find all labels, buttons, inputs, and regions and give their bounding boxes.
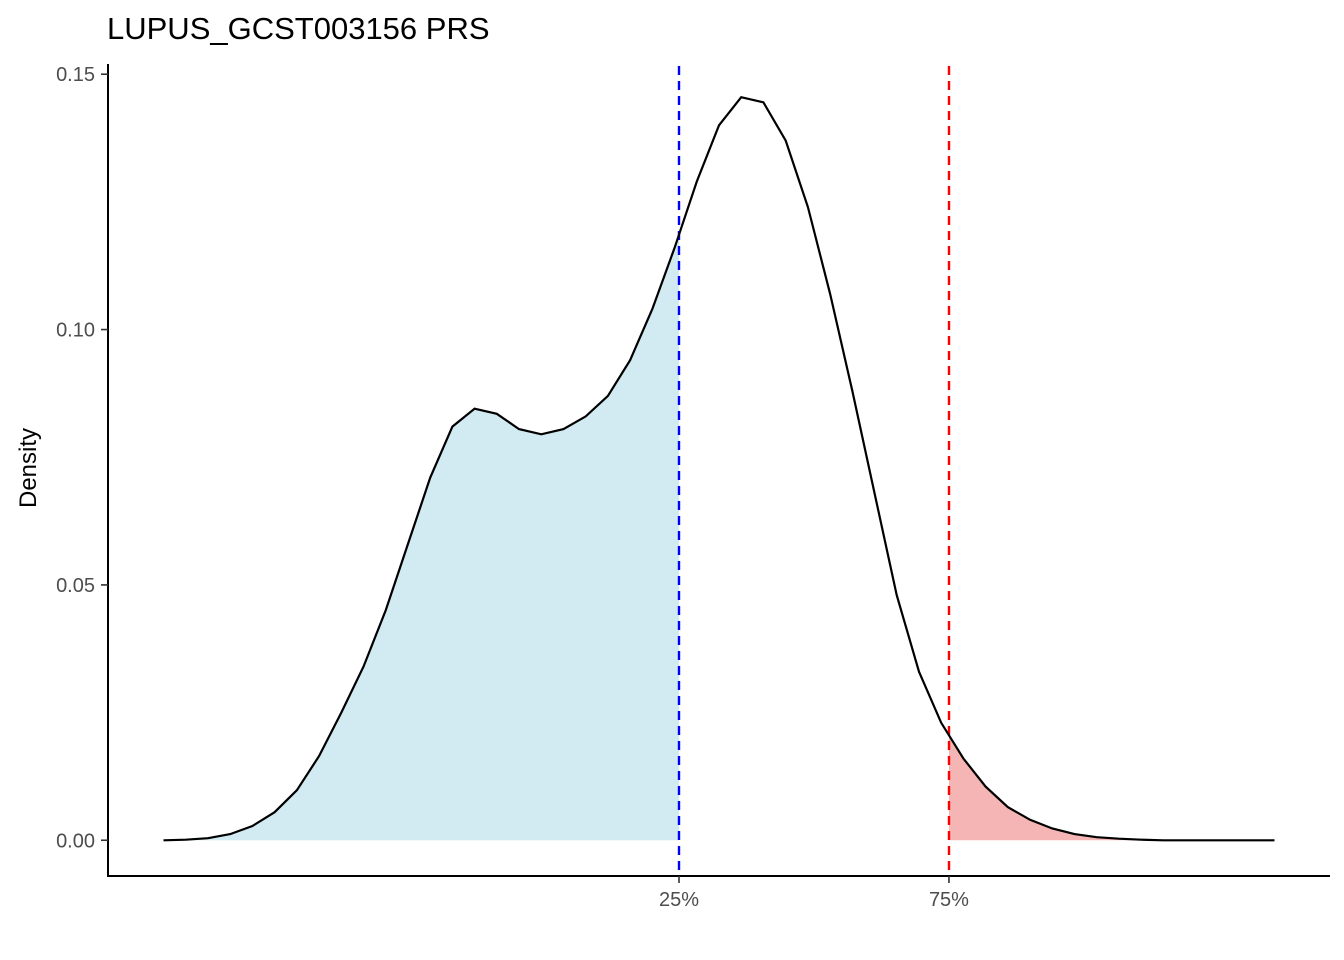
density-curve xyxy=(163,95,1275,842)
y-tick-label: 0.15 xyxy=(56,64,95,86)
shaded-regions xyxy=(163,234,1275,841)
chart-title: LUPUS_GCST003156 PRS xyxy=(107,11,490,46)
quantile-lines xyxy=(677,66,951,876)
x-axis-ticks: 25% 75% xyxy=(659,876,969,911)
y-tick-label: 0.10 xyxy=(56,320,95,342)
x-tick-label: 75% xyxy=(929,889,969,911)
y-axis-label: Density xyxy=(15,428,42,508)
y-axis-ticks: 0.00 0.05 0.10 0.15 xyxy=(56,64,108,852)
x-tick-label: 25% xyxy=(659,889,699,911)
y-tick-label: 0.05 xyxy=(56,575,95,597)
upper-quartile-region xyxy=(949,735,1275,841)
lower-quartile-region xyxy=(163,234,679,841)
y-tick-label: 0.00 xyxy=(56,830,95,852)
